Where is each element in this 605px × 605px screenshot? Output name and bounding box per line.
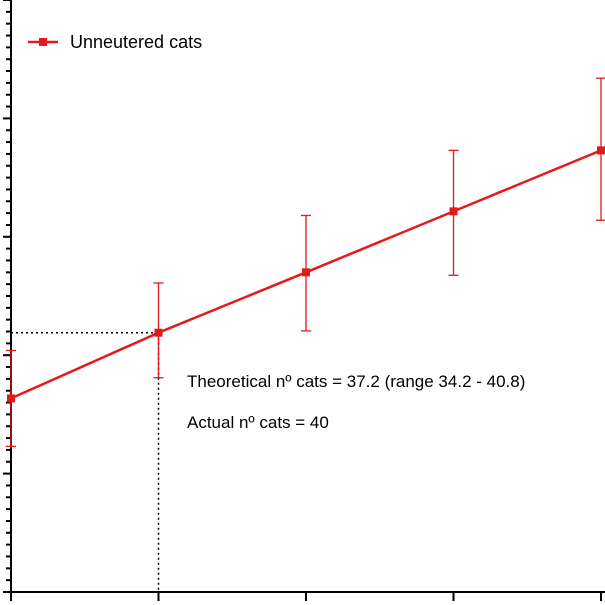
data-point [302,268,310,277]
legend-label: Unneutered cats [70,32,202,52]
annotation-actual: Actual nº cats = 40 [187,413,329,432]
legend-swatch-marker [39,38,47,46]
data-points [7,146,605,403]
data-point [597,146,605,155]
x-axis-ticks [10,592,602,601]
y-axis-ticks [3,0,11,593]
data-point [154,328,163,337]
reference-lines [11,331,160,592]
annotation-theoretical: Theoretical nº cats = 37.2 (range 34.2 -… [187,372,525,391]
legend: Unneutered cats [28,32,202,52]
data-point [449,207,458,216]
data-point [7,394,15,403]
